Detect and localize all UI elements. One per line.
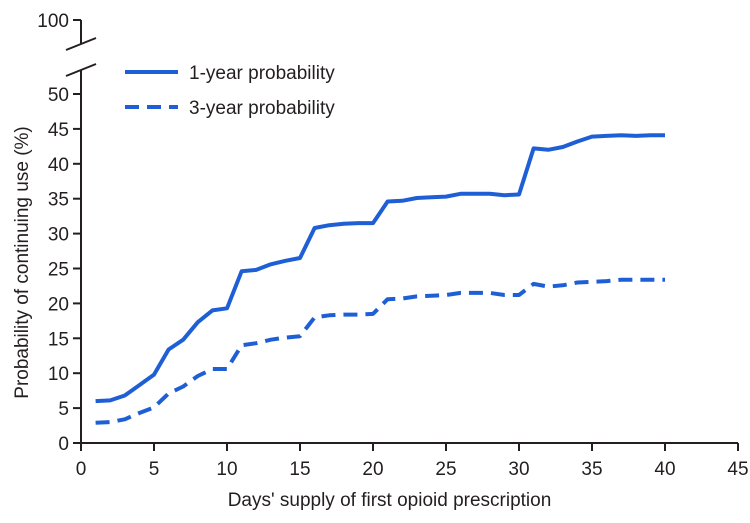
x-tick-label: 25 [435, 459, 456, 480]
y-tick-label: 15 [48, 329, 69, 350]
x-tick-label: 0 [76, 459, 87, 480]
axis-break-mark [65, 63, 97, 77]
series-line-2 [95, 277, 665, 425]
y-tick-label: 30 [48, 225, 69, 246]
x-tick-label: 15 [289, 459, 310, 480]
x-tick-label: 30 [508, 459, 529, 480]
x-tick-label: 40 [654, 459, 675, 480]
x-axis-ticks: 0 5 10 15 20 25 30 35 40 45 [76, 443, 749, 480]
y-tick-label: 35 [48, 190, 69, 211]
x-tick-label: 20 [362, 459, 383, 480]
legend-label-2: 3-year probability [189, 98, 335, 119]
y-tick-label: 20 [48, 294, 69, 315]
y-tick-label-top: 100 [37, 11, 69, 32]
x-tick-label: 35 [581, 459, 602, 480]
y-axis-title: Probability of continuing use (%) [12, 126, 33, 398]
x-tick-label: 10 [216, 459, 237, 480]
y-tick-label: 25 [48, 260, 69, 281]
series-line-1 [95, 133, 665, 404]
y-tick-label: 0 [58, 434, 69, 455]
x-tick-label: 5 [149, 459, 160, 480]
x-tick-label: 45 [727, 459, 748, 480]
legend-label-1: 1-year probability [189, 63, 335, 84]
y-tick-label: 45 [48, 120, 69, 141]
axes: 100 [37, 11, 738, 444]
y-tick-label: 5 [58, 399, 69, 420]
x-axis-title: Days' supply of first opioid prescriptio… [228, 490, 552, 511]
y-tick-label: 50 [48, 85, 69, 106]
y-axis-ticks: 0 5 10 15 20 25 30 35 40 45 50 [48, 85, 81, 455]
series-layer [95, 133, 665, 425]
legend: 1-year probability 3-year probability [125, 63, 335, 119]
y-tick-label: 10 [48, 364, 69, 385]
axis-break-mark [65, 37, 97, 51]
y-tick-label: 40 [48, 155, 69, 176]
